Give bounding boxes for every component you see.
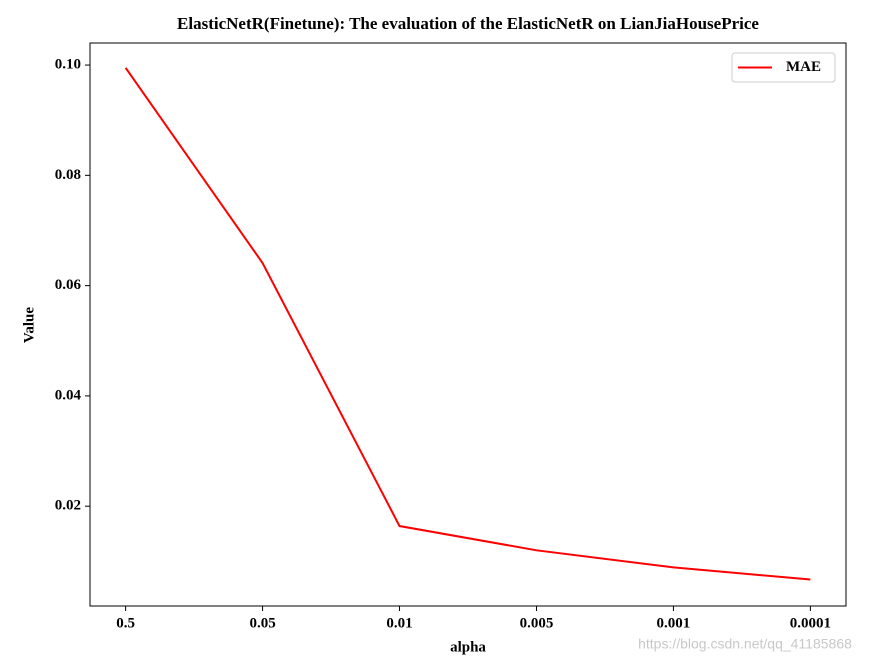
x-tick-label: 0.05: [249, 615, 275, 631]
x-tick-label: 0.5: [116, 615, 135, 631]
y-tick-label: 0.08: [55, 167, 81, 183]
y-tick-label: 0.10: [55, 56, 81, 72]
line-series: [124, 67, 811, 581]
y-tick-label: 0.06: [55, 277, 82, 293]
x-tick-label: 0.01: [386, 615, 412, 631]
x-tick-label: 0.001: [657, 615, 691, 631]
y-tick-label: 0.04: [55, 387, 82, 403]
x-tick-label: 0.0001: [790, 615, 831, 631]
x-axis-label: alpha: [450, 639, 486, 655]
watermark: https://blog.csdn.net/qq_41185868: [638, 636, 852, 652]
y-axis-label: Value: [21, 307, 37, 343]
legend-box: [731, 52, 836, 83]
chart-title: ElasticNetR(Finetune): The evaluation of…: [177, 14, 759, 33]
x-tick-label: 0.005: [520, 615, 554, 631]
y-tick-label: 0.02: [55, 498, 81, 514]
legend-label: MAE: [786, 59, 821, 75]
plot-frame: [89, 42, 847, 607]
